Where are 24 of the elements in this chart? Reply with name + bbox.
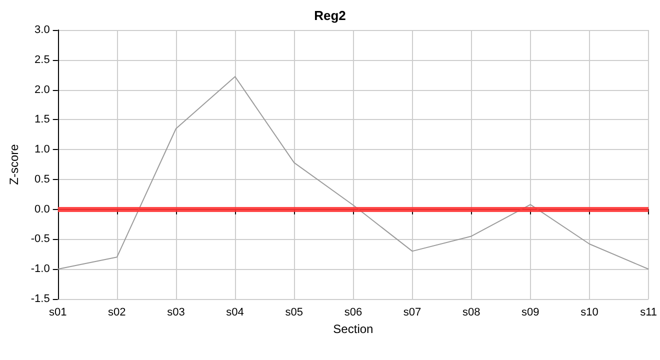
- x-tick-label: s10: [580, 306, 598, 318]
- y-tick-label: 0.5: [34, 173, 50, 186]
- y-tick-label: -1.5: [30, 293, 50, 305]
- y-axis-title: Z-score: [7, 144, 21, 185]
- y-tick-label: 3.0: [34, 24, 50, 36]
- x-tick-label: s08: [462, 306, 480, 318]
- y-tick-label: -1.0: [30, 263, 50, 276]
- chart-title: Reg2: [314, 8, 346, 23]
- y-tick-label: 1.5: [34, 114, 50, 126]
- x-tick-label: s03: [167, 306, 185, 318]
- x-tick-label: s06: [344, 306, 362, 318]
- x-tick-label: s01: [48, 306, 67, 318]
- x-tick-label: s02: [108, 306, 126, 318]
- x-tick-label: s04: [226, 306, 244, 318]
- y-tick-label: 1.0: [34, 144, 50, 156]
- y-tick-label: -0.5: [30, 233, 50, 246]
- y-tick-label: 2.5: [34, 54, 50, 66]
- y-tick-label: 2.0: [34, 84, 50, 96]
- x-tick-label: s07: [403, 306, 422, 318]
- x-tick-label: s05: [285, 306, 304, 318]
- x-tick-label: s09: [522, 306, 540, 318]
- y-tick-label: 0.0: [34, 203, 50, 216]
- x-tick-label: s11: [640, 306, 657, 318]
- x-axis-title: Section: [333, 322, 374, 336]
